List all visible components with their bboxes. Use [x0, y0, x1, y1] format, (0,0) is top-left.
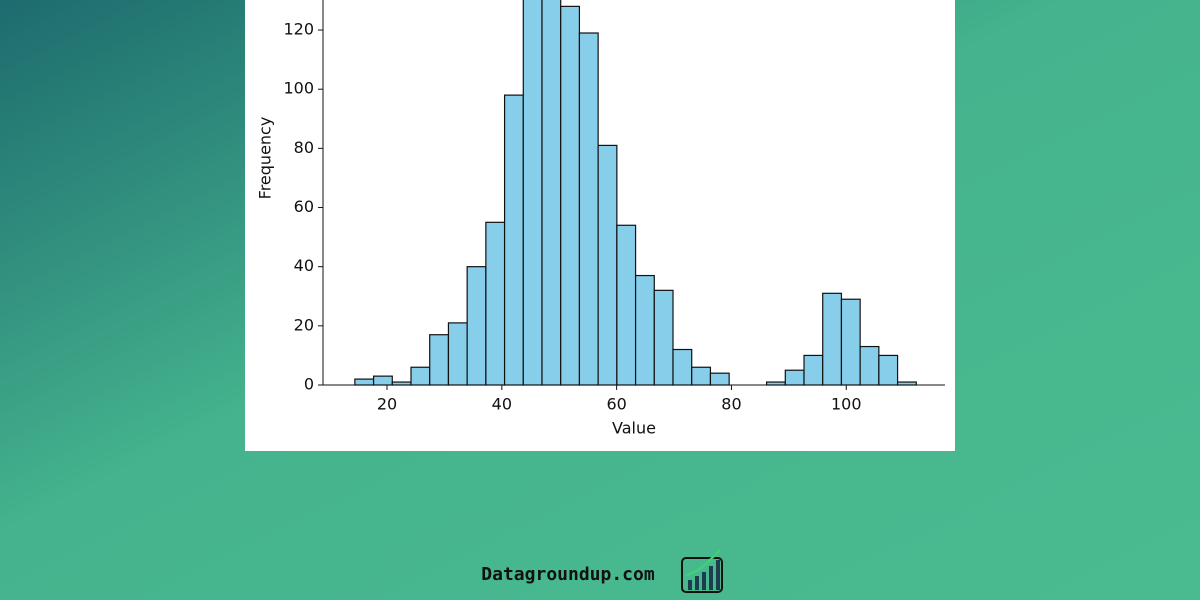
plot: 0 20 40 60 80 100 120 20 40 60 80 100 Value Frequency	[256, 0, 945, 438]
bar	[803, 354, 824, 386]
y-tick-label: 20	[294, 315, 314, 334]
bar	[878, 354, 899, 386]
bar	[410, 366, 431, 386]
x-tick-label: 80	[721, 395, 741, 414]
bar	[822, 292, 843, 386]
bar	[634, 274, 655, 386]
y-tick-label: 80	[294, 138, 314, 157]
bar	[784, 369, 805, 386]
bar	[503, 94, 524, 386]
x-tick-label: 40	[492, 395, 512, 414]
bar	[372, 375, 393, 386]
bar	[616, 224, 637, 386]
bar	[672, 348, 693, 386]
x-tick-label: 100	[831, 395, 862, 414]
bar	[485, 221, 506, 386]
bar	[447, 322, 468, 386]
bar	[560, 5, 581, 386]
y-tick-label: 100	[283, 79, 314, 98]
y-tick-label: 120	[283, 20, 314, 39]
bar	[578, 32, 599, 386]
bar	[541, 0, 562, 386]
bar	[691, 366, 712, 386]
bar	[709, 372, 730, 386]
x-tick-label: 20	[377, 395, 397, 414]
x-tick-label: 60	[606, 395, 626, 414]
bar	[354, 378, 375, 386]
bar	[859, 345, 880, 386]
x-axis-label: Value	[612, 419, 656, 438]
bar	[840, 298, 861, 386]
y-tick-label: 40	[294, 256, 314, 275]
y-axis-label: Frequency	[256, 117, 275, 200]
bar	[522, 0, 543, 386]
y-tick-label: 0	[304, 375, 314, 394]
bar	[597, 144, 618, 386]
bar	[429, 334, 450, 386]
footer-text: Datagroundup.com	[481, 564, 655, 585]
bar	[466, 266, 487, 386]
bar	[653, 289, 674, 386]
y-tick-label: 60	[294, 197, 314, 216]
logo-icon	[681, 549, 723, 593]
